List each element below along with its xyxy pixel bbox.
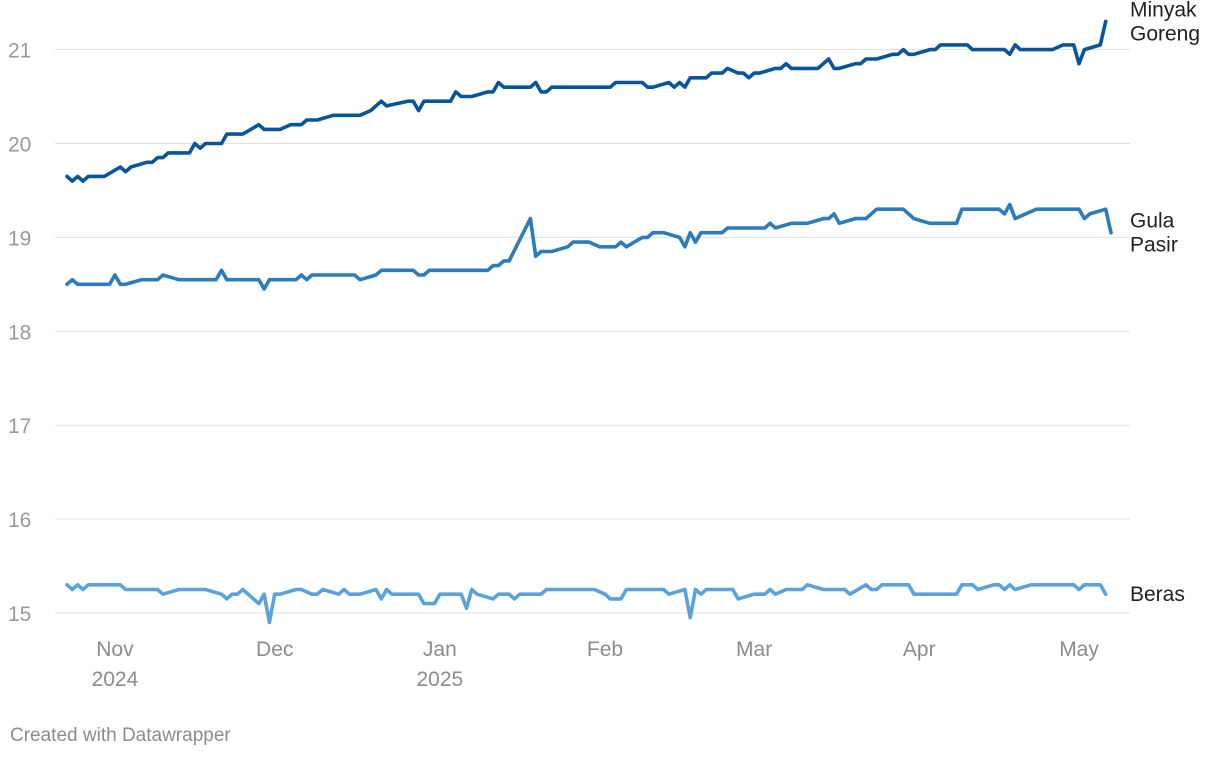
series-label-beras: Beras xyxy=(1130,583,1185,606)
x-tick-label: Dec xyxy=(256,638,293,661)
y-axis-ticks: 15 16 17 18 19 20 21 xyxy=(8,40,31,626)
x-tick-label: Feb xyxy=(587,638,623,661)
series-line-gula-pasir xyxy=(65,202,1113,291)
x-tick-label: Jan xyxy=(423,638,457,661)
series-line-minyak-goreng xyxy=(65,19,1108,183)
x-tick-sublabel: 2024 xyxy=(92,668,139,691)
x-tick-sublabel: 2025 xyxy=(416,668,463,691)
y-tick-label: 16 xyxy=(8,509,31,532)
x-tick-label: May xyxy=(1059,638,1099,661)
x-tick-label: Nov xyxy=(96,638,134,661)
series-labels: Minyak Goreng Gula Pasir Beras xyxy=(1130,0,1200,606)
y-tick-label: 15 xyxy=(8,603,31,626)
y-tick-label: 17 xyxy=(8,415,31,438)
credit-text: Created with Datawrapper xyxy=(10,725,231,746)
series-line-beras xyxy=(65,583,1108,625)
y-tick-label: 18 xyxy=(8,321,31,344)
grid xyxy=(55,49,1130,614)
x-tick-label: Apr xyxy=(903,638,936,661)
y-tick-label: 20 xyxy=(8,134,31,157)
x-tick-label: Mar xyxy=(736,638,772,661)
series-label-gula-pasir: Gula Pasir xyxy=(1130,210,1178,257)
x-axis-ticks: Nov 2024 Dec Jan 2025 Feb Mar Apr May xyxy=(92,638,1100,691)
y-tick-label: 21 xyxy=(8,40,31,63)
series-label-minyak-goreng: Minyak Goreng xyxy=(1130,0,1200,45)
series-lines xyxy=(65,19,1113,625)
y-tick-label: 19 xyxy=(8,227,31,250)
